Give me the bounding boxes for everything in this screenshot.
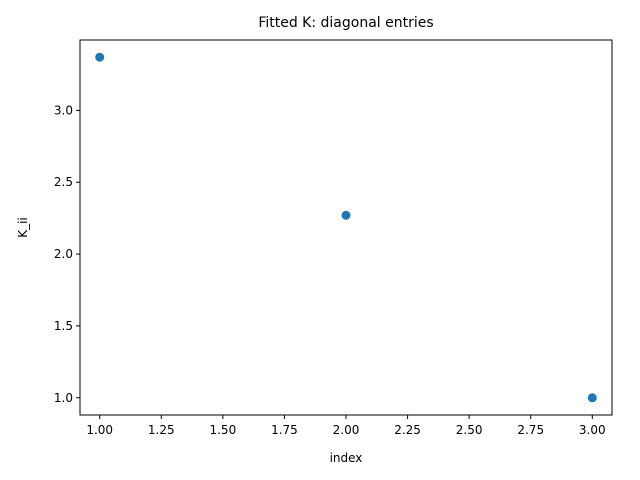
x-tick-label: 2.00 xyxy=(333,423,360,437)
scatter-point xyxy=(587,393,597,403)
x-tick-label: 3.00 xyxy=(579,423,606,437)
x-tick-label: 1.50 xyxy=(209,423,236,437)
chart-title: Fitted K: diagonal entries xyxy=(258,15,433,31)
plot-frame xyxy=(79,39,613,416)
x-tick-label: 2.75 xyxy=(517,423,544,437)
y-tick-label: 3.0 xyxy=(54,103,73,117)
data-points xyxy=(95,52,597,403)
x-axis-ticks: 1.00 1.25 1.50 1.75 2.00 2.25 2.50 2.75 3.00 xyxy=(86,415,606,437)
y-axis-label: K_ii xyxy=(16,217,30,238)
y-tick-label: 2.0 xyxy=(54,247,73,261)
x-tick-label: 2.50 xyxy=(456,423,483,437)
x-axis-label: index xyxy=(330,451,363,465)
x-tick-label: 1.25 xyxy=(148,423,175,437)
y-tick-label: 1.5 xyxy=(54,319,73,333)
scatter-point xyxy=(95,52,105,62)
x-tick-label: 1.00 xyxy=(86,423,113,437)
scatter-point xyxy=(341,210,351,220)
y-axis-ticks: 1.0 1.5 2.0 2.5 3.0 xyxy=(54,103,80,405)
x-tick-label: 1.75 xyxy=(271,423,298,437)
y-tick-label: 1.0 xyxy=(54,391,73,405)
x-tick-label: 2.25 xyxy=(394,423,421,437)
y-tick-label: 2.5 xyxy=(54,175,73,189)
